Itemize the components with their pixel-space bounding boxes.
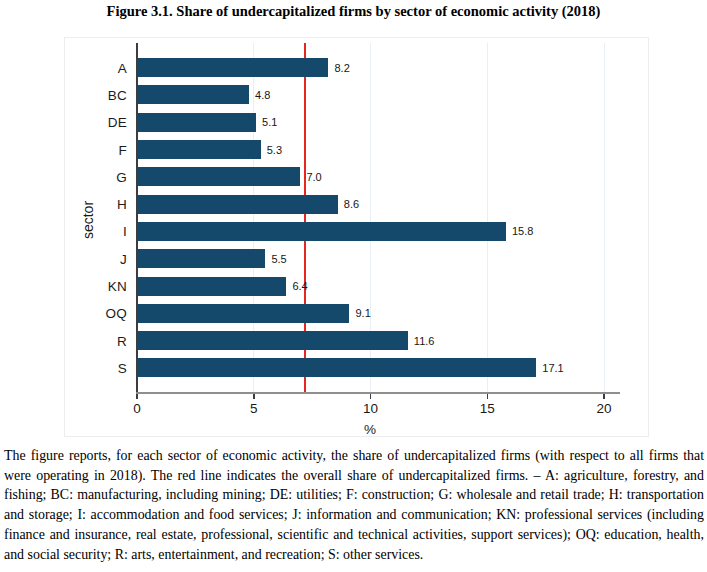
- value-label: 15.8: [512, 225, 533, 237]
- bar-row: G7.0: [137, 163, 619, 190]
- category-label: J: [69, 251, 127, 266]
- value-label: 4.8: [255, 89, 270, 101]
- bar: [137, 113, 256, 132]
- bar: [137, 331, 408, 350]
- y-axis-line: [136, 43, 138, 392]
- value-label: 6.4: [292, 280, 307, 292]
- x-tick-label: 20: [596, 401, 611, 416]
- category-label: F: [69, 142, 127, 157]
- chart-figure: sector A8.2BC4.8DE5.1F5.3G7.0H8.6I15.8J5…: [64, 37, 649, 437]
- category-label: A: [69, 60, 127, 75]
- value-label: 17.1: [542, 362, 563, 374]
- category-label: I: [69, 224, 127, 239]
- x-tick: [370, 394, 372, 399]
- category-label: BC: [69, 87, 127, 102]
- bar-row: BC4.8: [137, 81, 619, 108]
- category-label: OQ: [69, 306, 127, 321]
- x-tick-label: 10: [363, 401, 378, 416]
- category-label: R: [69, 333, 127, 348]
- bar: [137, 85, 249, 104]
- bar: [137, 304, 349, 323]
- bar-row: KN6.4: [137, 272, 619, 299]
- plot-area: A8.2BC4.8DE5.1F5.3G7.0H8.6I15.8J5.5KN6.4…: [137, 43, 619, 392]
- bar-row: J5.5: [137, 245, 619, 272]
- figure-title: Figure 3.1. Share of undercapitalized fi…: [0, 3, 707, 20]
- bar-row: H8.6: [137, 190, 619, 217]
- bar: [137, 58, 328, 77]
- value-label: 7.0: [306, 171, 321, 183]
- figure-caption: The figure reports, for each sector of e…: [4, 446, 704, 564]
- bar: [137, 195, 338, 214]
- bar-row: S17.1: [137, 354, 619, 381]
- bar: [137, 167, 300, 186]
- bar: [137, 249, 265, 268]
- value-label: 8.6: [344, 198, 359, 210]
- x-tick: [253, 394, 255, 399]
- bars-container: A8.2BC4.8DE5.1F5.3G7.0H8.6I15.8J5.5KN6.4…: [137, 43, 619, 392]
- bar: [137, 277, 286, 296]
- value-label: 9.1: [355, 307, 370, 319]
- bar: [137, 222, 506, 241]
- x-axis-line: [136, 392, 620, 394]
- bar: [137, 358, 536, 377]
- value-label: 5.3: [267, 144, 282, 156]
- x-axis-title: %: [350, 422, 390, 437]
- category-label: DE: [69, 115, 127, 130]
- bar-row: R11.6: [137, 327, 619, 354]
- figure-page: Figure 3.1. Share of undercapitalized fi…: [0, 0, 707, 572]
- value-label: 8.2: [334, 62, 349, 74]
- bar-row: DE5.1: [137, 109, 619, 136]
- value-label: 5.1: [262, 116, 277, 128]
- category-label: G: [69, 169, 127, 184]
- x-tick: [136, 394, 138, 399]
- bar-row: A8.2: [137, 54, 619, 81]
- category-label: S: [69, 360, 127, 375]
- bar-row: I15.8: [137, 218, 619, 245]
- x-tick-label: 0: [133, 401, 141, 416]
- x-tick-label: 5: [250, 401, 258, 416]
- category-label: H: [69, 197, 127, 212]
- bar-row: OQ9.1: [137, 300, 619, 327]
- x-tick: [487, 394, 489, 399]
- x-tick: [603, 394, 605, 399]
- category-label: KN: [69, 279, 127, 294]
- value-label: 11.6: [414, 335, 435, 347]
- x-tick-label: 15: [480, 401, 495, 416]
- bar-row: F5.3: [137, 136, 619, 163]
- bar: [137, 140, 261, 159]
- value-label: 5.5: [271, 253, 286, 265]
